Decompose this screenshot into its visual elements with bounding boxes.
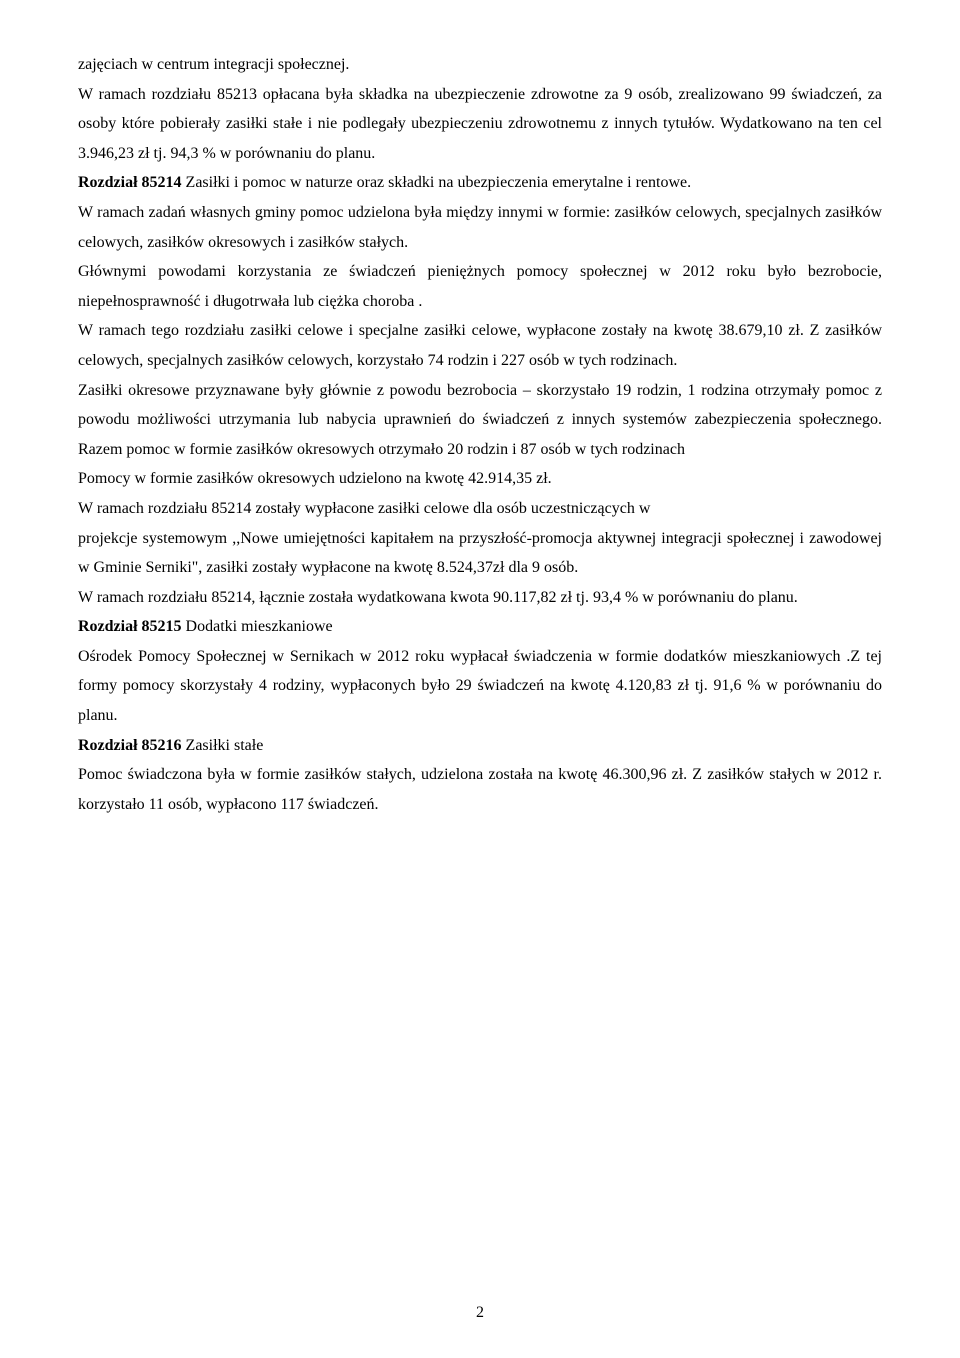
paragraph-85214-g: projekcje systemowym ,,Nowe umiejętności… — [78, 524, 882, 583]
paragraph-85215: Ośrodek Pomocy Społecznej w Sernikach w … — [78, 642, 882, 731]
heading-row-85215: Rozdział 85215 Dodatki mieszkaniowe — [78, 612, 882, 642]
page-number: 2 — [0, 1298, 960, 1328]
heading-85214: Rozdział 85214 — [78, 174, 182, 191]
paragraph-85216: Pomoc świadczona była w formie zasiłków … — [78, 760, 882, 819]
heading-85214-rest: Zasiłki i pomoc w naturze oraz składki n… — [182, 174, 692, 191]
paragraph-85214-b: Głównymi powodami korzystania ze świadcz… — [78, 257, 882, 316]
document-content: zajęciach w centrum integracji społeczne… — [78, 50, 882, 819]
heading-85215-rest: Dodatki mieszkaniowe — [182, 618, 333, 635]
paragraph-85214-a: W ramach zadań własnych gminy pomoc udzi… — [78, 198, 882, 257]
paragraph-intro: zajęciach w centrum integracji społeczne… — [78, 50, 882, 80]
paragraph-85214-d: Zasiłki okresowe przyznawane były główni… — [78, 376, 882, 465]
paragraph-85214-h: W ramach rozdziału 85214, łącznie został… — [78, 583, 882, 613]
heading-row-85216: Rozdział 85216 Zasiłki stałe — [78, 731, 882, 761]
paragraph-85214-e: Pomocy w formie zasiłków okresowych udzi… — [78, 464, 882, 494]
paragraph-85214-f: W ramach rozdziału 85214 zostały wypłaco… — [78, 494, 882, 524]
heading-row-85214: Rozdział 85214 Zasiłki i pomoc w naturze… — [78, 168, 882, 198]
heading-85216-rest: Zasiłki stałe — [182, 737, 264, 754]
paragraph-85214-c: W ramach tego rozdziału zasiłki celowe i… — [78, 316, 882, 375]
heading-85215: Rozdział 85215 — [78, 618, 182, 635]
heading-85216: Rozdział 85216 — [78, 737, 182, 754]
paragraph-85213: W ramach rozdziału 85213 opłacana była s… — [78, 80, 882, 169]
